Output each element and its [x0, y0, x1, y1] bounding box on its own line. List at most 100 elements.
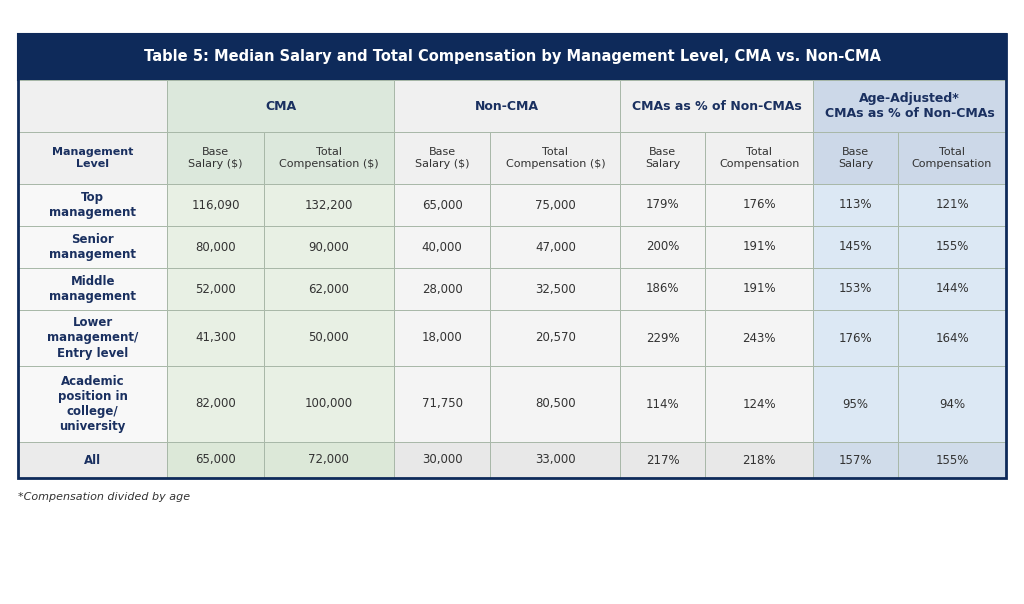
Bar	[167, 268, 264, 310]
Bar	[813, 310, 898, 366]
Text: 132,200: 132,200	[305, 199, 353, 211]
Bar	[394, 310, 490, 366]
Text: 80,000: 80,000	[196, 240, 236, 254]
Bar	[706, 226, 813, 268]
Text: Lower
management/
Entry level: Lower management/ Entry level	[47, 316, 138, 359]
Bar	[264, 132, 394, 184]
Text: 52,000: 52,000	[196, 283, 236, 295]
Bar	[394, 80, 621, 132]
Bar	[621, 366, 706, 442]
Text: Table 5: Median Salary and Total Compensation by Management Level, CMA vs. Non-C: Table 5: Median Salary and Total Compens…	[143, 50, 881, 65]
Text: 153%: 153%	[839, 283, 872, 295]
Bar	[167, 184, 264, 226]
Bar	[813, 268, 898, 310]
Text: 72,000: 72,000	[308, 454, 349, 466]
Bar	[490, 226, 621, 268]
Text: 116,090: 116,090	[191, 199, 240, 211]
Bar	[394, 442, 490, 478]
Bar	[18, 184, 167, 226]
Bar	[898, 226, 1006, 268]
Bar	[394, 268, 490, 310]
Text: 243%: 243%	[742, 332, 776, 344]
Text: 100,000: 100,000	[305, 397, 353, 411]
Text: Management
Level: Management Level	[52, 147, 133, 169]
Bar	[18, 310, 167, 366]
Text: 186%: 186%	[646, 283, 680, 295]
Bar	[898, 184, 1006, 226]
Text: 179%: 179%	[646, 199, 680, 211]
Text: 32,500: 32,500	[535, 283, 575, 295]
Text: 47,000: 47,000	[535, 240, 575, 254]
Bar	[264, 268, 394, 310]
Text: 62,000: 62,000	[308, 283, 349, 295]
Text: 28,000: 28,000	[422, 283, 463, 295]
Bar	[621, 132, 706, 184]
Bar	[167, 226, 264, 268]
Bar	[813, 366, 898, 442]
Bar	[490, 310, 621, 366]
Text: 41,300: 41,300	[196, 332, 237, 344]
Bar	[621, 442, 706, 478]
Bar	[490, 132, 621, 184]
Text: 65,000: 65,000	[196, 454, 236, 466]
Text: Base
Salary: Base Salary	[645, 147, 681, 169]
Bar	[264, 226, 394, 268]
Bar	[706, 442, 813, 478]
Bar	[898, 132, 1006, 184]
Bar	[394, 226, 490, 268]
Text: All: All	[84, 454, 101, 466]
Text: 113%: 113%	[839, 199, 872, 211]
Bar	[264, 184, 394, 226]
Text: Senior
management: Senior management	[49, 233, 136, 261]
Text: Base
Salary: Base Salary	[838, 147, 873, 169]
Text: Middle
management: Middle management	[49, 275, 136, 303]
Text: Base
Salary ($): Base Salary ($)	[188, 147, 243, 169]
Text: 82,000: 82,000	[196, 397, 236, 411]
Text: 90,000: 90,000	[308, 240, 349, 254]
Bar	[18, 80, 167, 132]
Text: 95%: 95%	[843, 397, 868, 411]
Text: 229%: 229%	[646, 332, 680, 344]
Bar	[706, 268, 813, 310]
Bar	[490, 268, 621, 310]
Bar	[167, 132, 264, 184]
Text: Age-Adjusted*
CMAs as % of Non-CMAs: Age-Adjusted* CMAs as % of Non-CMAs	[824, 92, 994, 120]
Text: Total
Compensation ($): Total Compensation ($)	[280, 147, 379, 169]
Bar	[264, 310, 394, 366]
Bar	[167, 310, 264, 366]
Text: 155%: 155%	[935, 454, 969, 466]
Text: 121%: 121%	[935, 199, 969, 211]
Bar	[264, 366, 394, 442]
Bar	[898, 268, 1006, 310]
Bar	[621, 80, 813, 132]
Bar	[813, 80, 1006, 132]
Text: 20,570: 20,570	[535, 332, 575, 344]
Bar	[18, 442, 167, 478]
Bar	[621, 268, 706, 310]
Bar	[898, 310, 1006, 366]
Text: 164%: 164%	[935, 332, 969, 344]
Text: Total
Compensation ($): Total Compensation ($)	[506, 147, 605, 169]
Text: 80,500: 80,500	[536, 397, 575, 411]
Text: 144%: 144%	[935, 283, 969, 295]
Bar	[167, 366, 264, 442]
Text: 124%: 124%	[742, 397, 776, 411]
Bar	[621, 310, 706, 366]
Bar	[490, 184, 621, 226]
Text: 65,000: 65,000	[422, 199, 463, 211]
Bar	[621, 184, 706, 226]
Bar	[18, 34, 1006, 478]
Text: 176%: 176%	[742, 199, 776, 211]
Bar	[167, 442, 264, 478]
Text: 75,000: 75,000	[535, 199, 575, 211]
Text: 157%: 157%	[839, 454, 872, 466]
Bar	[18, 366, 167, 442]
Text: *Compensation divided by age: *Compensation divided by age	[18, 492, 190, 502]
Bar	[813, 184, 898, 226]
Text: Top
management: Top management	[49, 191, 136, 219]
Bar	[706, 132, 813, 184]
Text: Academic
position in
college/
university: Academic position in college/ university	[57, 375, 128, 433]
Bar	[898, 366, 1006, 442]
Bar	[813, 442, 898, 478]
Bar	[490, 366, 621, 442]
